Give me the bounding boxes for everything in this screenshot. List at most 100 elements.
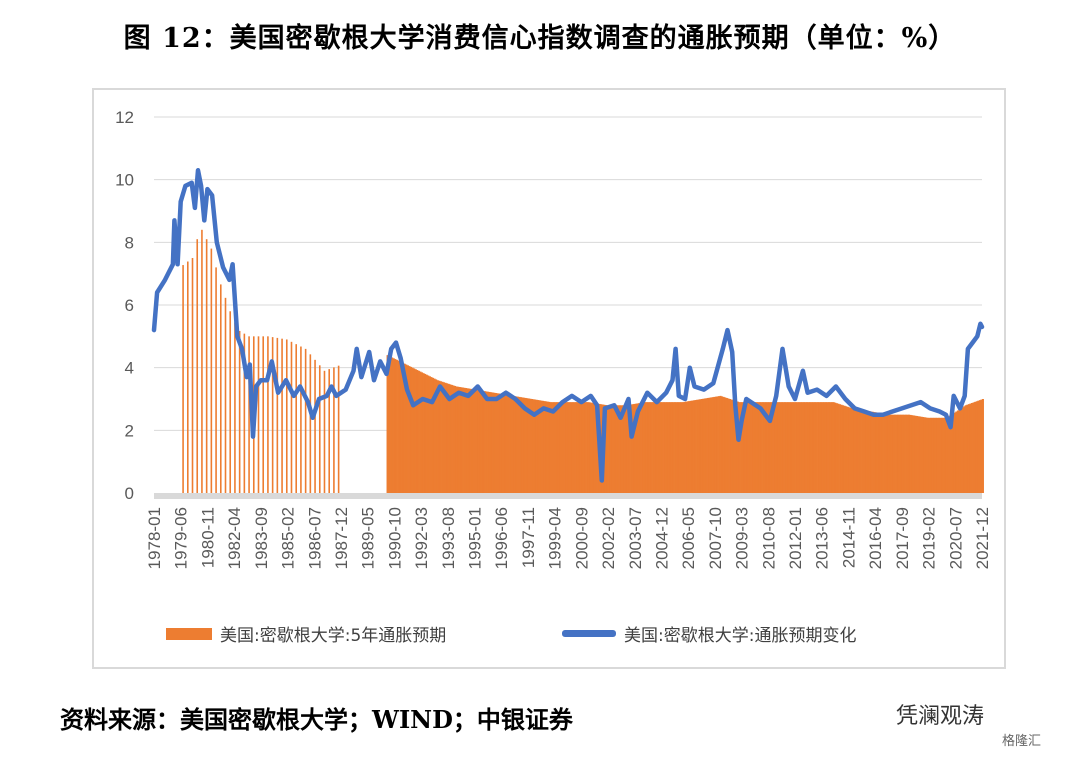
bar — [397, 360, 400, 493]
bar — [857, 409, 860, 493]
bar — [388, 355, 391, 493]
bar — [490, 392, 493, 493]
bar — [923, 417, 926, 493]
bar — [791, 402, 794, 493]
x-tick-label: 2010-08 — [759, 507, 778, 569]
bar — [666, 402, 669, 493]
bar — [532, 399, 535, 493]
x-tick-label: 1980-11 — [198, 507, 217, 568]
bar — [776, 402, 779, 493]
bar — [516, 396, 519, 493]
bar — [799, 402, 802, 493]
bar — [395, 359, 398, 493]
bar — [559, 402, 562, 493]
bar — [942, 417, 945, 493]
bar — [697, 399, 700, 493]
x-tick-label: 2021-12 — [973, 507, 992, 569]
bar — [743, 402, 746, 493]
bar — [978, 400, 981, 493]
bar — [499, 393, 502, 493]
bar — [631, 404, 634, 493]
bar — [537, 400, 540, 493]
bar — [980, 399, 983, 493]
bar — [518, 396, 521, 493]
bar — [392, 358, 395, 493]
bar — [655, 402, 658, 493]
bar — [548, 401, 551, 493]
bar — [438, 380, 441, 493]
bar — [304, 348, 307, 493]
bar — [570, 402, 573, 493]
bar — [622, 405, 625, 493]
bar — [410, 366, 413, 493]
bar — [971, 402, 973, 493]
bar — [455, 386, 458, 493]
bar — [683, 401, 686, 493]
bar — [878, 412, 881, 493]
bar — [824, 402, 827, 493]
bar — [593, 403, 596, 493]
bar — [777, 402, 780, 493]
bar — [809, 402, 812, 493]
bar — [834, 402, 837, 493]
bar — [865, 410, 868, 493]
bar — [801, 402, 804, 493]
bar — [752, 402, 755, 493]
bar — [626, 405, 629, 493]
x-tick-label: 2009-03 — [733, 507, 752, 569]
bar — [439, 381, 442, 493]
bar — [510, 395, 513, 493]
bar — [300, 346, 302, 493]
x-tick-label: 2002-02 — [599, 507, 618, 569]
bar — [509, 395, 512, 493]
bar — [644, 402, 647, 493]
bar — [945, 417, 948, 493]
y-tick-label: 0 — [125, 484, 134, 503]
bar — [689, 400, 692, 493]
bar — [912, 415, 915, 493]
bar — [681, 402, 684, 493]
x-axis-line — [154, 493, 982, 499]
bar — [900, 414, 903, 493]
bar — [664, 402, 667, 493]
bar — [238, 330, 241, 493]
bar — [210, 248, 213, 493]
bar — [285, 339, 288, 493]
x-tick-label: 2013-06 — [813, 507, 832, 569]
bar — [620, 405, 623, 493]
bar — [196, 239, 199, 493]
bar — [867, 411, 870, 493]
bar — [864, 410, 867, 493]
bar — [615, 405, 618, 493]
bar — [562, 402, 565, 493]
bar — [754, 402, 757, 493]
bar — [333, 367, 335, 493]
bar — [722, 396, 725, 493]
bar — [744, 402, 747, 493]
bar — [974, 401, 977, 493]
bar — [890, 414, 893, 493]
line-series — [151, 168, 985, 483]
bar — [758, 402, 761, 493]
bar — [461, 387, 464, 493]
bar — [897, 414, 900, 493]
bar — [524, 397, 527, 493]
bar — [872, 411, 874, 493]
bar — [416, 370, 419, 493]
bar — [229, 311, 232, 493]
bar — [680, 402, 683, 493]
bar — [554, 402, 557, 493]
bar — [520, 397, 523, 493]
bar — [645, 402, 648, 493]
bar — [842, 405, 845, 493]
bar — [757, 402, 760, 493]
x-tick-label: 1989-05 — [359, 507, 378, 569]
bar — [405, 364, 408, 493]
bar — [454, 385, 457, 493]
bar — [928, 417, 931, 493]
bar — [452, 385, 455, 493]
bar — [839, 404, 841, 493]
bar — [430, 377, 433, 493]
bar — [686, 401, 689, 493]
bar — [725, 397, 728, 493]
